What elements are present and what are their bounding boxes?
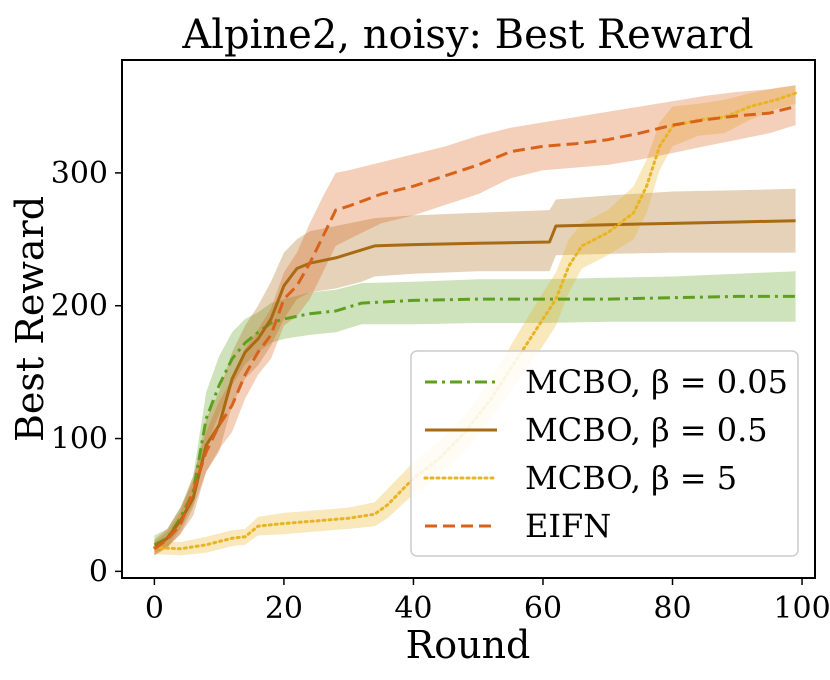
x-axis-label: Round (406, 623, 531, 667)
legend-label-1: MCBO, β = 0.05 (525, 363, 788, 401)
y-tick-label: 300 (51, 156, 108, 191)
y-tick-label: 100 (51, 422, 108, 457)
legend: MCBO, β = 0.05 MCBO, β = 0.5 MCBO, β = 5 EI… (410, 350, 799, 557)
x-tick-label: 60 (524, 591, 562, 626)
legend-box (410, 350, 799, 557)
x-tick-label: 20 (265, 591, 303, 626)
confidence-band-4 (154, 85, 796, 556)
x-tick-label: 100 (773, 591, 830, 626)
y-axis-label: Best Reward (8, 196, 52, 442)
x-axis-ticks: 0 20 40 60 80 100 (145, 578, 830, 626)
x-tick-label: 0 (145, 591, 164, 626)
y-axis-ticks: 0 100 200 300 (51, 156, 122, 589)
legend-label-4: EIFN (525, 507, 611, 545)
plot-frame (121, 59, 816, 579)
series-line-4 (153, 105, 796, 551)
confidence-bands (154, 85, 796, 556)
legend-label-3: MCBO, β = 5 (525, 459, 737, 497)
y-tick-label: 200 (51, 289, 108, 324)
x-tick-label: 80 (653, 591, 691, 626)
series-line-1 (153, 294, 796, 547)
confidence-band-3 (154, 85, 796, 556)
confidence-band-1 (154, 271, 796, 553)
y-tick-label: 0 (89, 554, 108, 589)
confidence-band-2 (154, 188, 796, 556)
legend-items: MCBO, β = 0.05 MCBO, β = 0.5 MCBO, β = 5 EI… (423, 363, 788, 545)
x-tick-label: 40 (394, 591, 432, 626)
legend-label-2: MCBO, β = 0.5 (525, 411, 768, 449)
chart-title: Alpine2, noisy: Best Reward (181, 12, 753, 58)
